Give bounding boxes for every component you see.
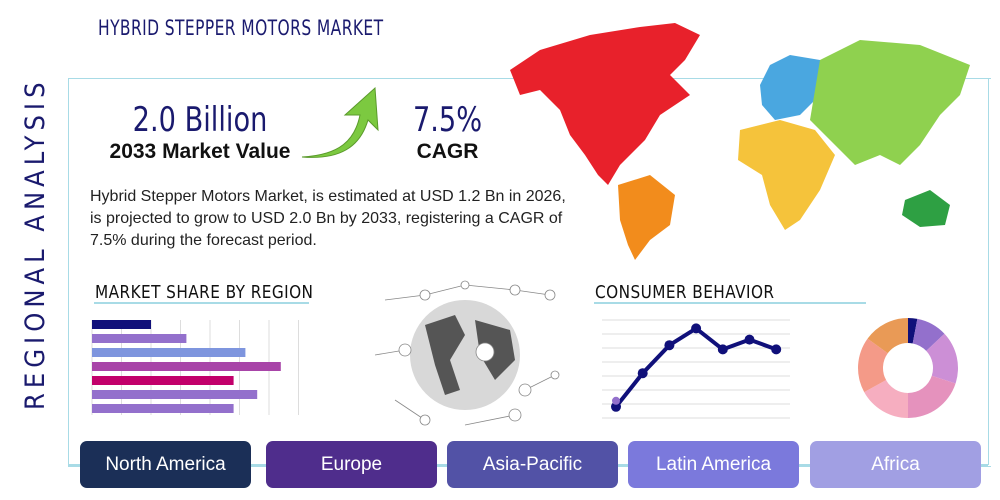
donut-slice (858, 338, 888, 393)
bar (92, 376, 234, 385)
network-globe-icon (374, 280, 560, 426)
donut-slice (864, 380, 908, 418)
consumer-behavior-heading: CONSUMER BEHAVIOR (595, 282, 775, 303)
map-asia (810, 40, 970, 165)
bar (92, 348, 246, 357)
donut-slice (867, 318, 908, 354)
line-point (664, 340, 675, 351)
side-label: REGIONAL ANALYSIS (20, 77, 51, 410)
map-oceania (902, 190, 950, 227)
consumer-donut-chart (858, 318, 958, 418)
bar (92, 320, 151, 329)
region-button-europe[interactable]: Europe (266, 441, 437, 488)
line-point (744, 334, 755, 345)
bar (92, 390, 258, 399)
map-south-america (618, 175, 675, 260)
frame-right-border (988, 78, 989, 465)
line-point (771, 344, 782, 355)
region-button-africa[interactable]: Africa (810, 441, 981, 488)
region-button-north-america[interactable]: North America (80, 441, 251, 488)
donut-slice (908, 318, 918, 344)
cagr-value: 7.5% (412, 100, 483, 140)
heading-rule (594, 302, 866, 304)
market-value: 2.0 Billion (132, 100, 268, 140)
line-point (637, 368, 648, 379)
donut-slice (908, 375, 956, 418)
description: Hybrid Stepper Motors Market, is estimat… (90, 188, 566, 249)
market-value-label: 2033 Market Value (109, 140, 291, 163)
page-title: HYBRID STEPPER MOTORS MARKET (98, 16, 384, 40)
line-point (611, 401, 621, 412)
market-share-heading: MARKET SHARE BY REGION (95, 282, 314, 303)
region-button-latin-america[interactable]: Latin America (628, 441, 799, 488)
heading-rule (94, 302, 309, 304)
region-button-asia-pacific[interactable]: Asia-Pacific (447, 441, 618, 488)
bar (92, 404, 234, 413)
world-map (510, 23, 970, 260)
line-point (717, 344, 728, 355)
growth-arrow-icon (301, 86, 379, 158)
bar (92, 362, 281, 371)
map-north-america (510, 23, 700, 185)
map-africa (738, 120, 835, 230)
line-point-highlight (612, 396, 620, 405)
map-europe (760, 55, 830, 120)
line-point (691, 323, 702, 334)
donut-slice (926, 333, 958, 384)
market-share-bar-chart (91, 320, 299, 415)
cagr-label: CAGR (416, 140, 479, 163)
donut-slice (912, 318, 945, 351)
bar (92, 334, 187, 343)
consumer-line-chart (602, 319, 790, 419)
